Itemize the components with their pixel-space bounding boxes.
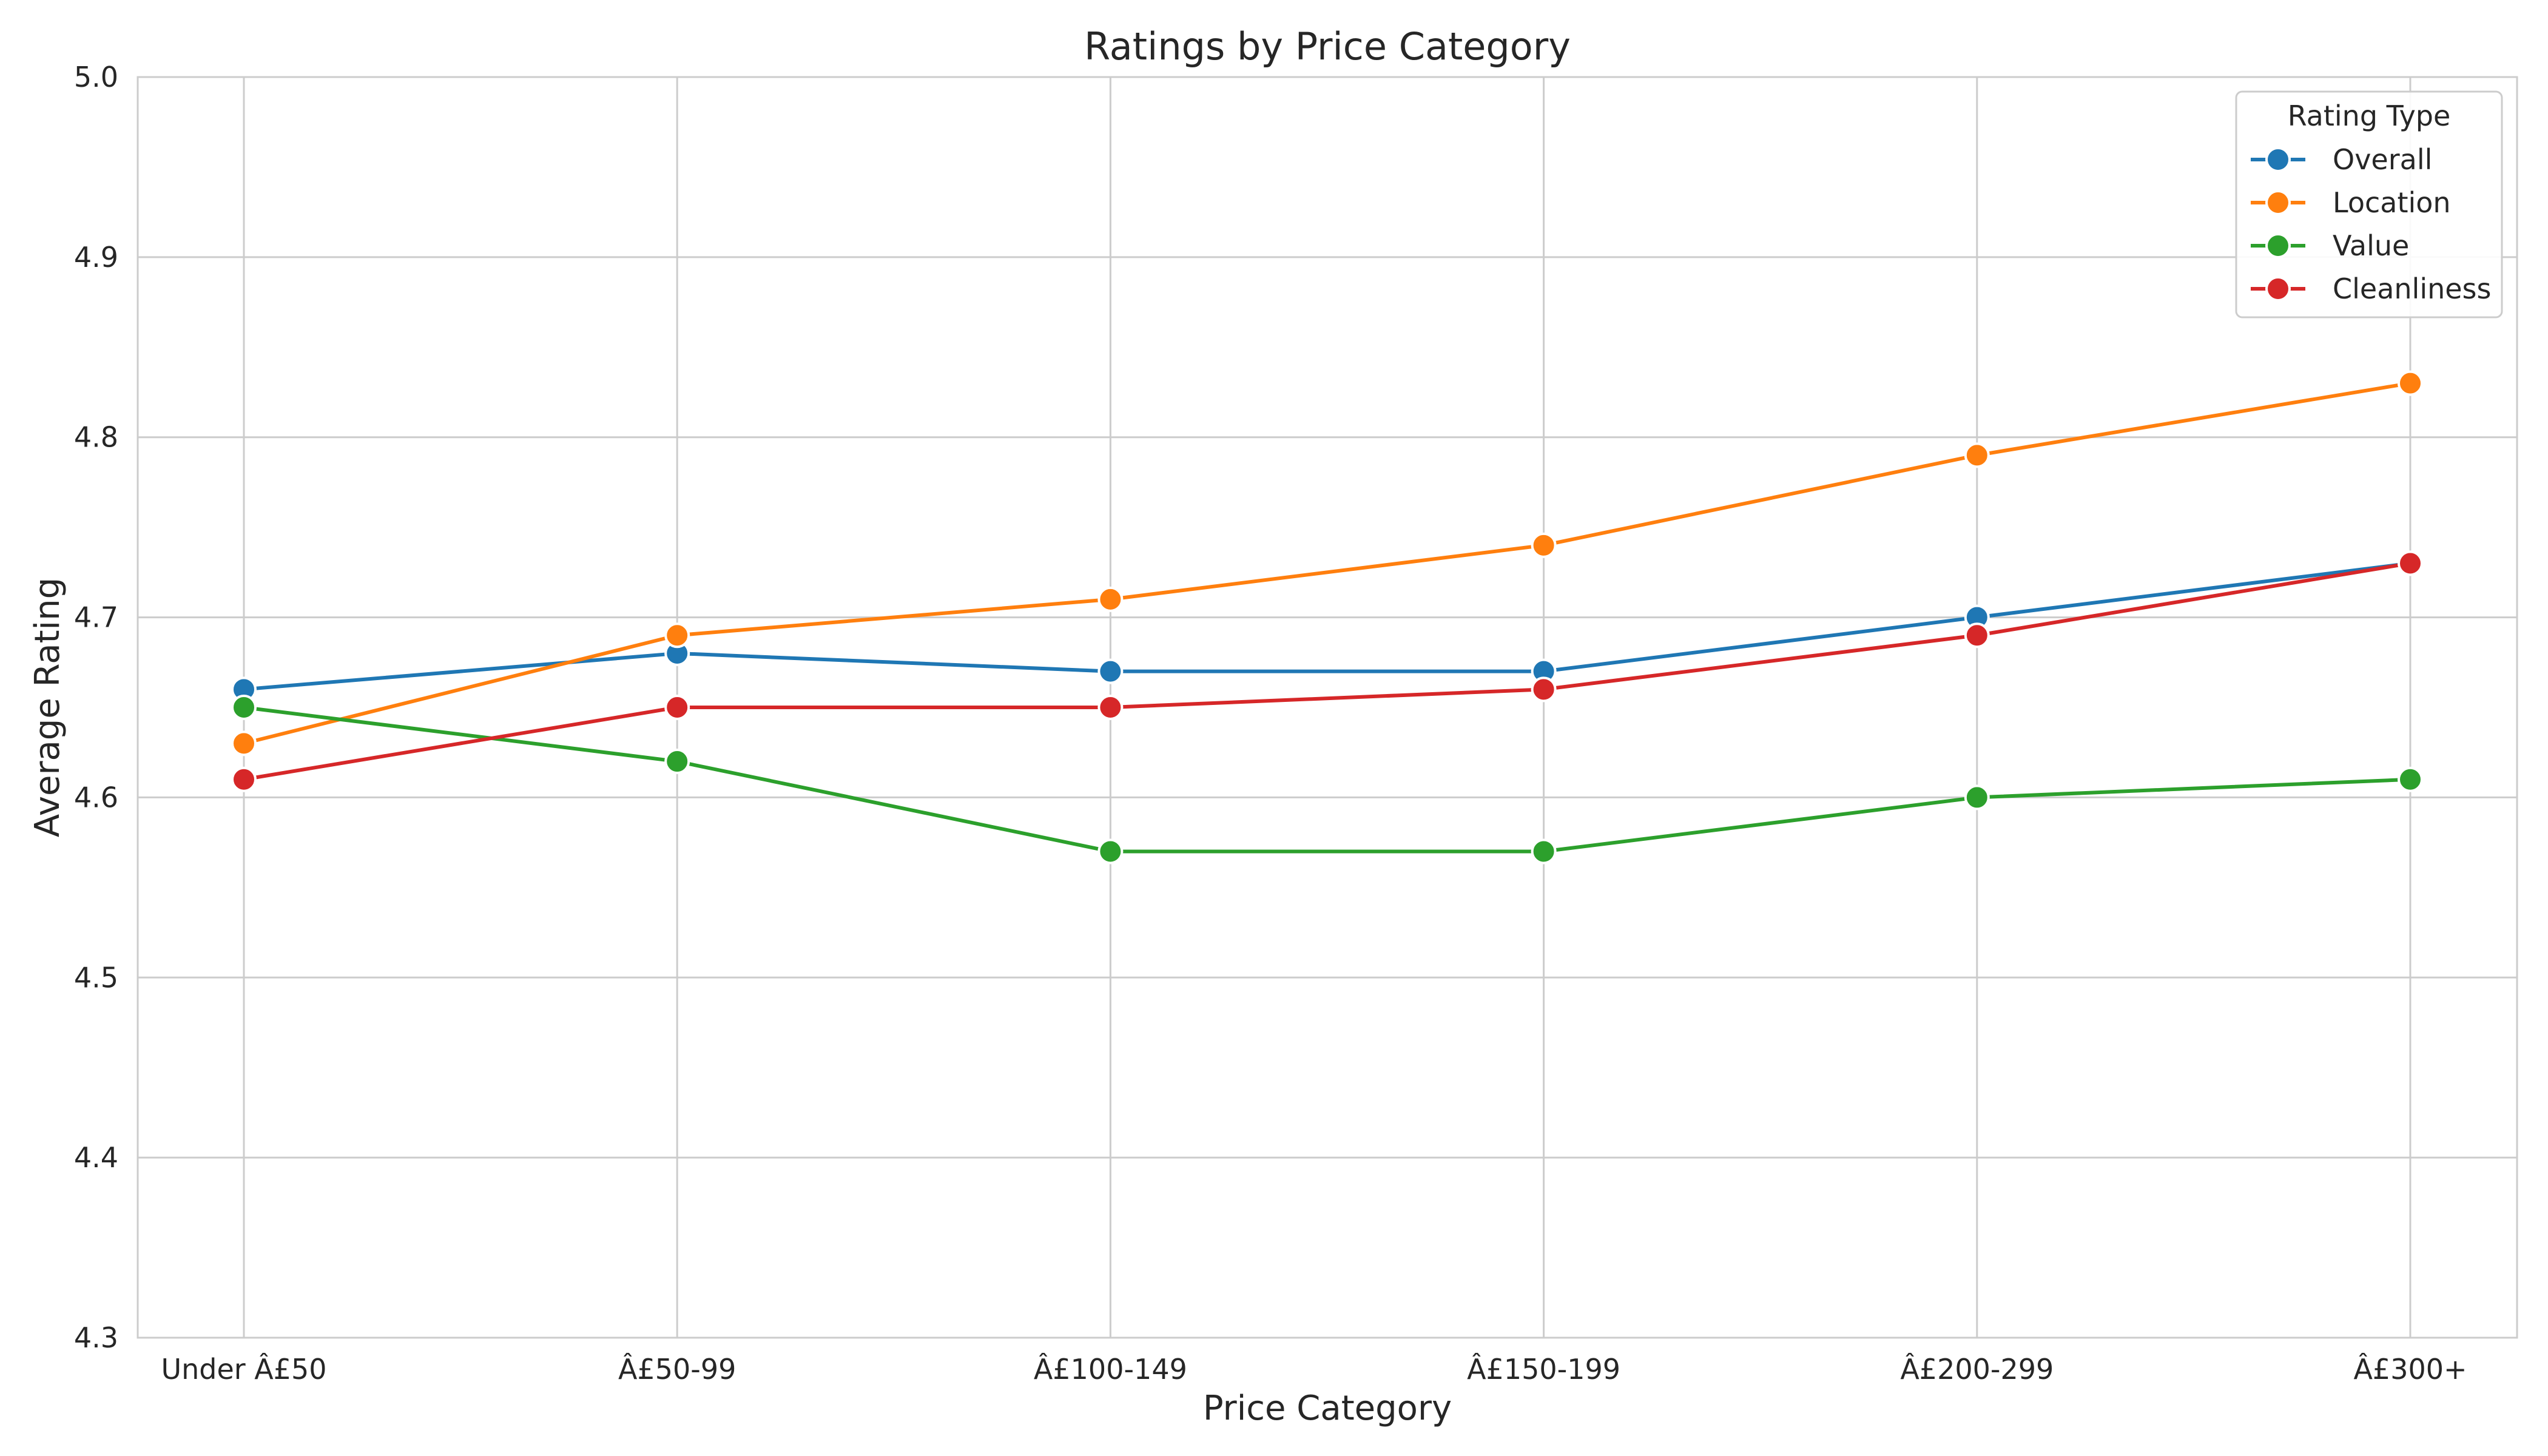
x-tick-label: Â£150-199 (1467, 1353, 1620, 1386)
x-tick-label: Under Â£50 (161, 1353, 326, 1386)
series-line (242, 561, 2412, 781)
data-point (1964, 442, 1990, 468)
y-tick-label: 4.3 (74, 1321, 118, 1354)
legend-label: Location (2333, 186, 2451, 219)
legend-item-overall: Overall (2251, 143, 2432, 176)
y-axis-ticks: 4.3 4.4 4.5 4.6 4.7 4.8 4.9 5.0 (74, 61, 118, 1354)
series-layer (231, 370, 2423, 864)
data-point (1097, 695, 1124, 720)
plot-area (138, 77, 2517, 1338)
y-axis-label: Average Rating (28, 578, 67, 837)
legend-marker (2265, 233, 2291, 258)
series-line (242, 706, 2412, 854)
data-point (1097, 658, 1124, 684)
data-point (664, 622, 690, 649)
series-line (242, 381, 2412, 746)
data-point (1531, 838, 1557, 864)
y-tick-label: 4.7 (74, 601, 118, 634)
y-tick-label: 4.4 (74, 1141, 118, 1174)
series-line (242, 561, 2412, 692)
data-point (2398, 550, 2423, 576)
data-point (1964, 784, 1990, 811)
data-point (231, 730, 257, 757)
series-cleanliness (231, 550, 2423, 792)
legend-marker (2265, 276, 2291, 302)
y-tick-label: 4.8 (74, 421, 118, 454)
x-tick-label: Â£300+ (2353, 1353, 2467, 1386)
chart-title: Ratings by Price Category (1084, 24, 1571, 69)
legend-label: Value (2333, 229, 2409, 262)
data-point (1531, 676, 1557, 703)
y-tick-label: 4.9 (74, 241, 118, 274)
data-point (664, 695, 690, 720)
legend-item-value: Value (2251, 229, 2409, 262)
data-point (1097, 586, 1124, 612)
x-axis-label: Price Category (1203, 1389, 1452, 1428)
legend-box (2235, 90, 2503, 318)
y-tick-label: 4.5 (74, 961, 118, 994)
x-tick-label: Â£200-299 (1900, 1353, 2054, 1386)
data-point (2398, 766, 2423, 792)
data-point (231, 766, 257, 792)
y-tick-label: 5.0 (74, 61, 118, 93)
data-point (664, 749, 690, 775)
x-tick-label: Â£50-99 (618, 1353, 736, 1386)
x-tick-label: Â£100-149 (1034, 1353, 1187, 1386)
plot-frame (136, 76, 2518, 1339)
series-value (231, 695, 2423, 864)
legend-title: Rating Type (2288, 99, 2451, 132)
legend-label: Cleanliness (2333, 272, 2492, 305)
data-point (1964, 622, 1990, 649)
data-point (2398, 370, 2423, 396)
legend-item-cleanliness: Cleanliness (2251, 272, 2492, 305)
legend: Rating Type Overall Location Value Cleanlin… (2235, 90, 2503, 318)
legend-label: Overall (2333, 143, 2432, 176)
data-point (231, 695, 257, 720)
legend-marker (2265, 190, 2291, 215)
legend-items: Overall Location Value Cleanliness (2251, 143, 2492, 305)
series-location (231, 370, 2423, 757)
data-point (1097, 838, 1124, 864)
legend-marker (2265, 147, 2291, 172)
data-point (1531, 532, 1557, 558)
y-tick-label: 4.6 (74, 781, 118, 814)
x-axis-ticks: Under Â£50 Â£50-99 Â£100-149 Â£150-199 Â£200… (161, 1353, 2467, 1386)
legend-item-location: Location (2251, 186, 2451, 219)
